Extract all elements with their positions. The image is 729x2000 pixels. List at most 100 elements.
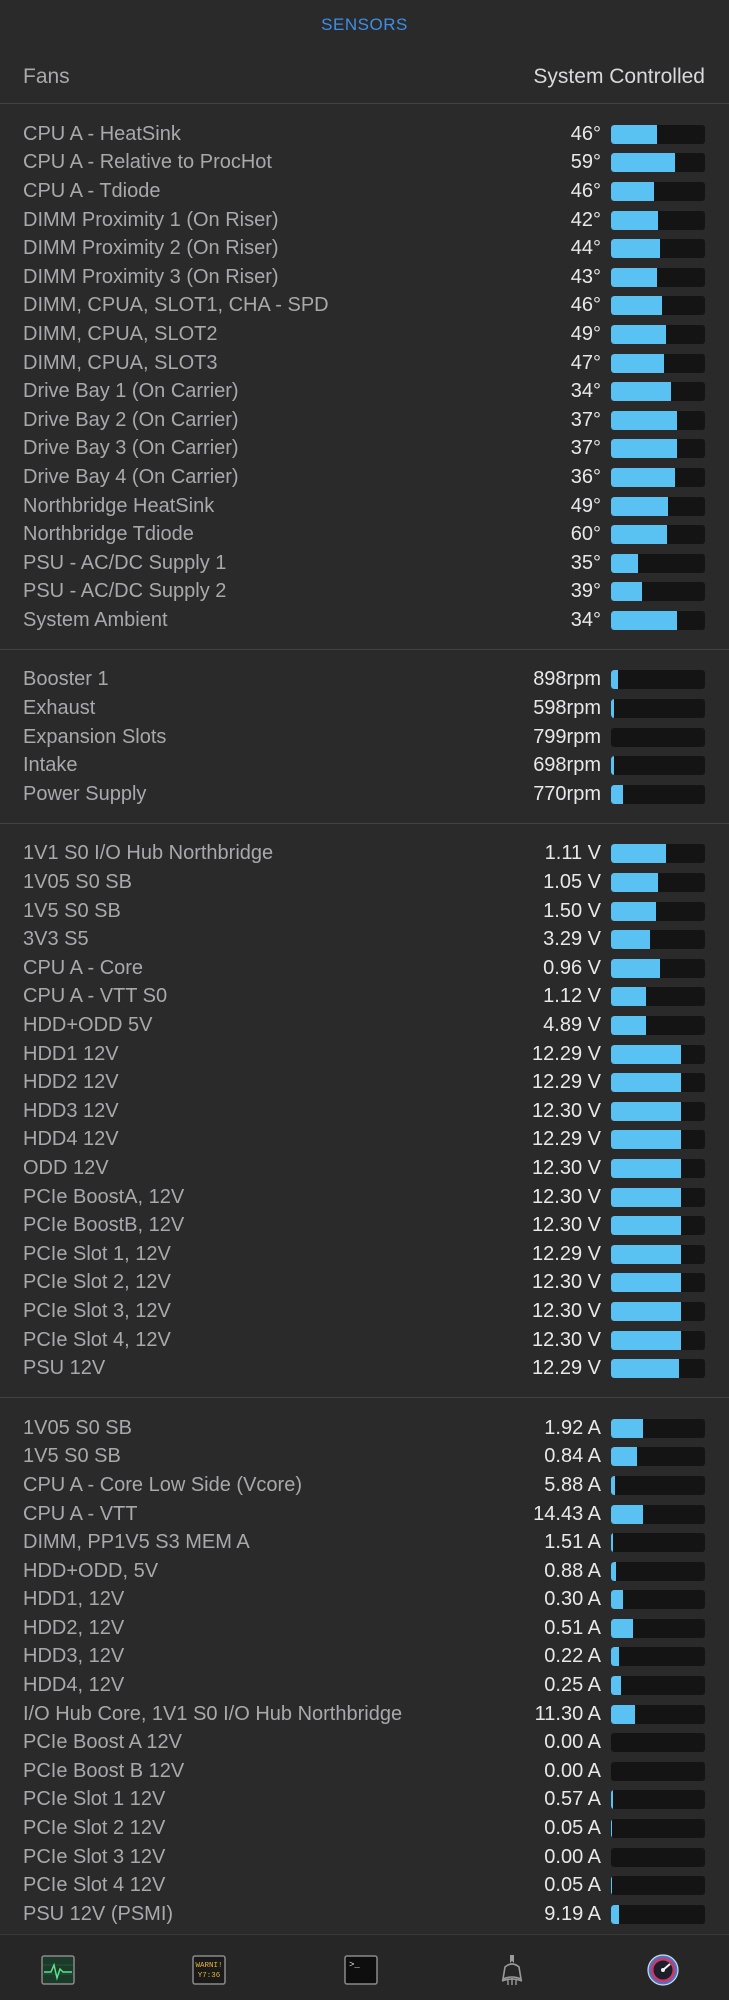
sensor-row[interactable]: DIMM, PP1V5 S3 MEM A 1.51 A <box>0 1528 729 1557</box>
sensor-row[interactable]: PSU 12V (PSMI) 9.19 A <box>0 1900 729 1929</box>
sensor-row[interactable]: System Ambient 34° <box>0 606 729 635</box>
sensor-row[interactable]: 1V05 S0 SB 1.05 V <box>0 868 729 897</box>
sensor-row[interactable]: PCIe Slot 3, 12V 12.30 V <box>0 1297 729 1326</box>
sensor-level-bar <box>611 1475 705 1495</box>
sensor-label: DIMM Proximity 1 (On Riser) <box>23 208 279 231</box>
sensor-level-fill <box>611 1044 681 1064</box>
sensor-row[interactable]: HDD2, 12V 0.51 A <box>0 1614 729 1643</box>
sensor-label: PCIe Slot 2 12V <box>23 1817 166 1840</box>
sensor-row[interactable]: Northbridge Tdiode 60° <box>0 520 729 549</box>
sensor-row[interactable]: HDD4 12V 12.29 V <box>0 1126 729 1155</box>
tab-console-log[interactable]: WARNI! Y7:36 <box>191 1952 227 1988</box>
sensor-row[interactable]: CPU A - Tdiode 46° <box>0 177 729 206</box>
fan-mode-row[interactable]: Fans System Controlled <box>0 50 729 104</box>
sensor-value: 12.29 V <box>532 1128 601 1151</box>
sensor-row[interactable]: DIMM Proximity 3 (On Riser) 43° <box>0 263 729 292</box>
sensor-row[interactable]: 1V05 S0 SB 1.92 A <box>0 1414 729 1443</box>
sensor-row[interactable]: PCIe Slot 2 12V 0.05 A <box>0 1814 729 1843</box>
sensor-row[interactable]: CPU A - Core Low Side (Vcore) 5.88 A <box>0 1471 729 1500</box>
sensor-level-fill <box>611 1016 646 1036</box>
tab-system-information[interactable] <box>494 1952 530 1988</box>
sensor-row[interactable]: Northbridge HeatSink 49° <box>0 492 729 521</box>
sensor-row[interactable]: PSU - AC/DC Supply 2 39° <box>0 578 729 607</box>
sensor-level-bar <box>611 582 705 602</box>
sensor-level-fill <box>611 987 646 1007</box>
tab-monitor[interactable] <box>40 1952 76 1988</box>
sensor-row[interactable]: Drive Bay 3 (On Carrier) 37° <box>0 435 729 464</box>
sensor-label: HDD1, 12V <box>23 1588 125 1611</box>
sensor-row[interactable]: CPU A - Relative to ProcHot 59° <box>0 149 729 178</box>
sensor-row[interactable]: PSU 12V 12.29 V <box>0 1354 729 1383</box>
sensor-row[interactable]: DIMM Proximity 2 (On Riser) 44° <box>0 234 729 263</box>
sensor-row[interactable]: HDD1 12V 12.29 V <box>0 1040 729 1069</box>
sensor-row[interactable]: DIMM Proximity 1 (On Riser) 42° <box>0 206 729 235</box>
sensor-row[interactable]: 1V5 S0 SB 1.50 V <box>0 897 729 926</box>
sensor-label: CPU A - VTT <box>23 1502 138 1525</box>
sensor-level-fill <box>611 1216 681 1236</box>
sensor-value: 0.05 A <box>544 1817 601 1840</box>
sensor-level-bar <box>611 1244 705 1264</box>
sensor-row[interactable]: CPU A - VTT 14.43 A <box>0 1500 729 1529</box>
tab-sensors[interactable] <box>645 1952 681 1988</box>
sensor-value: 34° <box>570 608 601 631</box>
sensor-row[interactable]: HDD4, 12V 0.25 A <box>0 1671 729 1700</box>
sensor-row[interactable]: HDD+ODD 5V 4.89 V <box>0 1011 729 1040</box>
sensor-row[interactable]: PCIe Slot 1 12V 0.57 A <box>0 1786 729 1815</box>
sensor-level-bar <box>611 1073 705 1093</box>
sensor-level-fill <box>611 1790 613 1810</box>
sensor-label: PCIe Slot 4 12V <box>23 1874 166 1897</box>
sensor-row[interactable]: PCIe BoostB, 12V 12.30 V <box>0 1211 729 1240</box>
sensor-row[interactable]: CPU A - VTT S0 1.12 V <box>0 983 729 1012</box>
sensor-row[interactable]: PCIe Slot 3 12V 0.00 A <box>0 1843 729 1872</box>
sensor-row[interactable]: Power Supply 770rpm <box>0 780 729 809</box>
sensor-level-fill <box>611 1158 681 1178</box>
sensor-row[interactable]: Drive Bay 1 (On Carrier) 34° <box>0 377 729 406</box>
sensor-row[interactable]: PCIe Boost B 12V 0.00 A <box>0 1757 729 1786</box>
sensor-row[interactable]: CPU A - Core 0.96 V <box>0 954 729 983</box>
sensor-row[interactable]: 3V3 S5 3.29 V <box>0 925 729 954</box>
sensor-level-fill <box>611 296 662 316</box>
sensor-row[interactable]: HDD1, 12V 0.30 A <box>0 1586 729 1615</box>
sensor-row[interactable]: PCIe Slot 4, 12V 12.30 V <box>0 1326 729 1355</box>
sensor-row[interactable]: PCIe Slot 1, 12V 12.29 V <box>0 1240 729 1269</box>
sensor-value: 59° <box>570 151 601 174</box>
sensor-row[interactable]: DIMM, CPUA, SLOT1, CHA - SPD 46° <box>0 292 729 321</box>
sensor-level-fill <box>611 1876 612 1896</box>
console-badge-line1: WARNI! <box>196 1962 223 1970</box>
sensor-row[interactable]: HDD+ODD, 5V 0.88 A <box>0 1557 729 1586</box>
sensor-level-fill <box>611 1704 636 1724</box>
sensor-row[interactable]: 1V5 S0 SB 0.84 A <box>0 1443 729 1472</box>
sensor-row[interactable]: I/O Hub Core, 1V1 S0 I/O Hub Northbridge… <box>0 1700 729 1729</box>
sensor-row[interactable]: PSU - AC/DC Supply 1 35° <box>0 549 729 578</box>
sensor-label: HDD3, 12V <box>23 1645 125 1668</box>
sensor-level-fill <box>611 353 664 373</box>
sensor-row[interactable]: Exhaust 598rpm <box>0 694 729 723</box>
tab-terminal[interactable]: >_ <box>343 1952 379 1988</box>
sensor-row[interactable]: PCIe Slot 4 12V 0.05 A <box>0 1871 729 1900</box>
sensor-row[interactable]: Drive Bay 4 (On Carrier) 36° <box>0 463 729 492</box>
section-currents: 1V05 S0 SB 1.92 A 1V5 S0 SB 0.84 A CPU A - C… <box>0 1398 729 1944</box>
sensor-row[interactable]: 1V1 S0 I/O Hub Northbridge 1.11 V <box>0 840 729 869</box>
sensor-row[interactable]: HDD3 12V 12.30 V <box>0 1097 729 1126</box>
sensor-row[interactable]: HDD3, 12V 0.22 A <box>0 1643 729 1672</box>
sensor-value: 12.30 V <box>532 1328 601 1351</box>
sensor-row[interactable]: CPU A - HeatSink 46° <box>0 120 729 149</box>
sensor-row[interactable]: DIMM, CPUA, SLOT3 47° <box>0 349 729 378</box>
sensor-row[interactable]: HDD2 12V 12.29 V <box>0 1068 729 1097</box>
sensor-row[interactable]: DIMM, CPUA, SLOT2 49° <box>0 320 729 349</box>
sensor-label: CPU A - Core <box>23 956 144 979</box>
sensor-row[interactable]: PCIe BoostA, 12V 12.30 V <box>0 1183 729 1212</box>
sensor-row[interactable]: PCIe Boost A 12V 0.00 A <box>0 1728 729 1757</box>
sensor-level-bar <box>611 1618 705 1638</box>
sensor-value: 12.30 V <box>532 1214 601 1237</box>
sensor-row[interactable]: ODD 12V 12.30 V <box>0 1154 729 1183</box>
sensor-level-fill <box>611 670 618 690</box>
sensor-value: 12.30 V <box>532 1299 601 1322</box>
sensor-list[interactable]: CPU A - HeatSink 46° CPU A - Relative to P… <box>0 104 729 1944</box>
sensor-row[interactable]: Drive Bay 2 (On Carrier) 37° <box>0 406 729 435</box>
sensor-row[interactable]: Expansion Slots 799rpm <box>0 723 729 752</box>
sensor-row[interactable]: PCIe Slot 2, 12V 12.30 V <box>0 1269 729 1298</box>
sensor-row[interactable]: Intake 698rpm <box>0 751 729 780</box>
sensor-row[interactable]: Booster 1 898rpm <box>0 666 729 695</box>
sensor-value: 1.92 A <box>544 1416 601 1439</box>
